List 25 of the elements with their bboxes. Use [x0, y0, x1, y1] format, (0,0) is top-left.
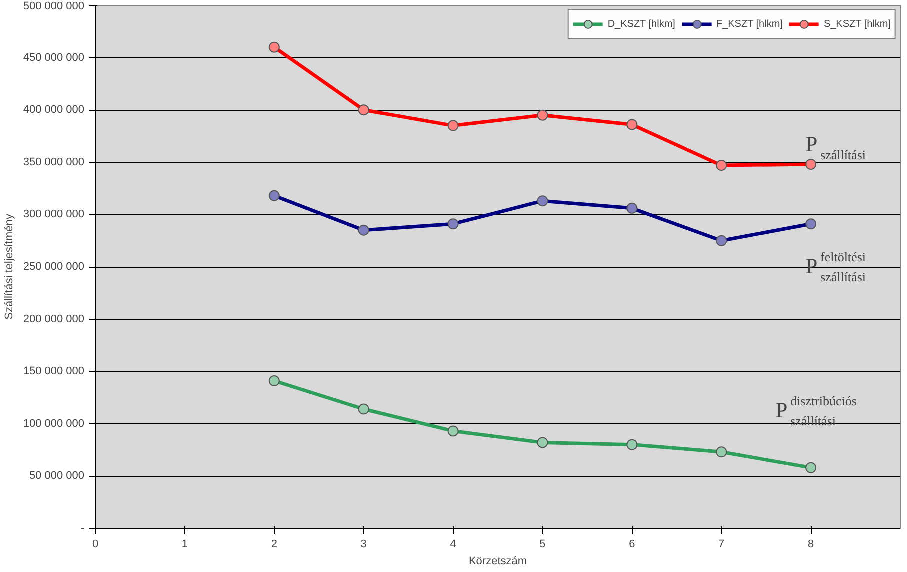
- y-tick-label: 100 000 000: [23, 418, 84, 430]
- y-tick-label: 350 000 000: [23, 156, 84, 168]
- y-axis-title: Szállítási teljesítmény: [3, 214, 16, 320]
- x-tick-label: 3: [360, 538, 367, 550]
- x-axis-title: Körzetszám: [468, 556, 528, 568]
- x-tick-label: 5: [540, 538, 546, 550]
- x-tick-label: 8: [808, 538, 814, 550]
- y-tick-label: 50 000 000: [29, 470, 85, 482]
- y-tick-label: 400 000 000: [23, 104, 84, 116]
- x-tick-label: 1: [182, 538, 188, 550]
- x-tick-label: 0: [92, 538, 99, 550]
- y-tick-label: 500 000 000: [23, 0, 84, 12]
- legend-label: D_KSZT [hlkm]: [608, 18, 676, 30]
- x-tick-label: 2: [271, 538, 278, 550]
- legend-label: F_KSZT [hlkm]: [716, 18, 783, 30]
- y-tick-label: -: [80, 522, 85, 534]
- x-tick-label: 4: [450, 538, 456, 550]
- x-tick-label: 7: [718, 538, 725, 550]
- y-tick-label: 450 000 000: [23, 52, 84, 64]
- y-tick-label: 300 000 000: [23, 208, 84, 221]
- x-tick-label: 6: [629, 538, 636, 550]
- y-tick-label: 150 000 000: [23, 366, 84, 378]
- y-tick-label: 250 000 000: [23, 261, 84, 273]
- y-tick-label: 200 000 000: [23, 313, 84, 326]
- legend-label: S_KSZT [hlkm]: [824, 18, 891, 30]
